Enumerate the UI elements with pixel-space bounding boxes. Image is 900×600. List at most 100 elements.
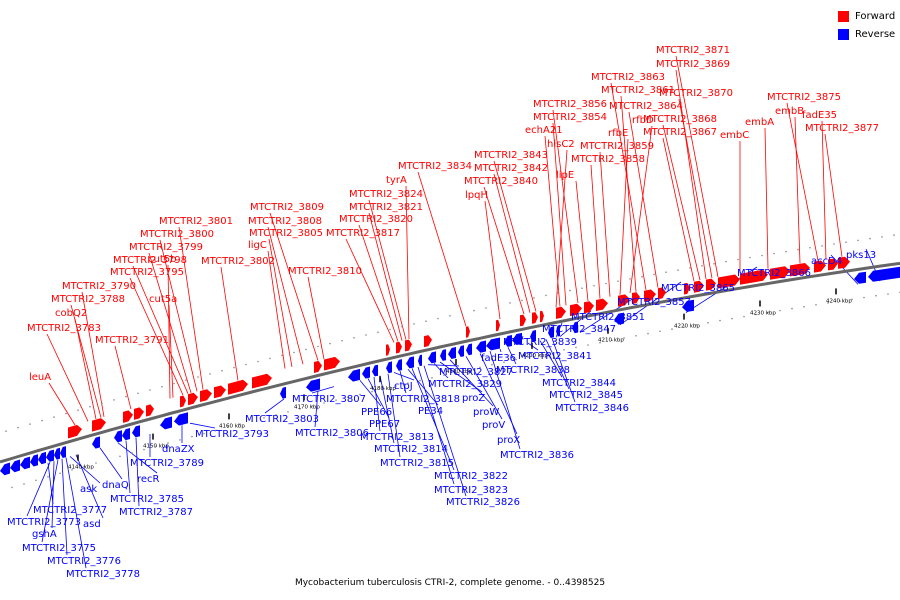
leader-line xyxy=(345,238,395,343)
tick-dot xyxy=(77,409,79,411)
tick-dot xyxy=(41,419,43,422)
tick-dot xyxy=(53,416,55,418)
tick-dot xyxy=(383,388,385,390)
gene-label-cut5b: cut5b xyxy=(148,254,176,265)
leader-line xyxy=(125,440,131,494)
gene-label-mtctri2-3826: MTCTRI2_3826 xyxy=(446,497,520,508)
gene-label-mtctri2-3871: MTCTRI2_3871 xyxy=(656,45,730,56)
leader-line xyxy=(264,398,285,414)
tick-dot xyxy=(863,296,865,299)
tick-dot xyxy=(395,385,397,387)
tick-dot xyxy=(245,363,247,366)
leader-line xyxy=(367,378,390,419)
forward-gene xyxy=(644,289,656,302)
tick-dot xyxy=(689,267,691,269)
forward-gene xyxy=(570,303,582,317)
leader-line xyxy=(544,135,561,307)
leader-line xyxy=(479,353,518,435)
tick-dot xyxy=(407,382,409,385)
tick-dot xyxy=(59,472,61,475)
tick-dot xyxy=(665,271,667,274)
leader-line xyxy=(75,454,104,519)
tick-dot xyxy=(575,346,577,349)
tick-dot xyxy=(593,285,595,287)
gene-label-proz: proZ xyxy=(462,393,485,404)
forward-gene xyxy=(790,263,810,277)
leader-line xyxy=(489,350,521,450)
gene-label-ligc: ligC xyxy=(248,240,267,251)
tick-dot xyxy=(497,304,499,307)
forward-gene xyxy=(92,418,106,432)
forward-gene xyxy=(466,326,470,338)
gene-label-mtctri2-3798: MTCTRI2_3798 xyxy=(113,255,187,266)
tick-dot xyxy=(125,395,127,398)
gene-label-mtctri2-3810: MTCTRI2_3810 xyxy=(288,266,362,277)
forward-gene xyxy=(123,410,133,423)
gene-label-mtctri2-3821: MTCTRI2_3821 xyxy=(349,202,423,213)
map-caption: Mycobacterium tuberculosis CTRI-2, compl… xyxy=(294,578,606,588)
forward-gene xyxy=(324,356,340,371)
tick-label: 4170 kbp xyxy=(294,404,320,410)
leader-line xyxy=(493,160,537,312)
leader-line xyxy=(220,266,239,381)
gene-label-fade35: fadE35 xyxy=(802,110,837,121)
gene-label-cut5a: cut5a xyxy=(149,294,177,305)
legend-forward: Forward xyxy=(838,9,895,24)
tick-dot xyxy=(821,245,823,247)
tick-dot xyxy=(785,250,787,253)
leader-line xyxy=(628,111,659,288)
leader-line xyxy=(590,164,601,299)
forward-gene xyxy=(770,266,790,280)
tick-dot xyxy=(287,411,289,413)
gene-label-prov: proV xyxy=(482,420,505,431)
reverse-gene xyxy=(30,454,38,467)
gene-label-rfbe: rfbE xyxy=(608,128,628,139)
tick-dot xyxy=(713,262,715,265)
tick-dot xyxy=(347,396,349,399)
reverse-gene xyxy=(486,337,500,351)
tick-dot xyxy=(65,412,67,415)
forward-gene xyxy=(396,341,402,354)
gene-label-mtctri2-3788: MTCTRI2_3788 xyxy=(51,294,125,305)
tick-dot xyxy=(791,307,793,310)
reverse-gene xyxy=(854,271,866,284)
gene-label-mtctri2-3827: MTCTRI2_3827 xyxy=(439,367,513,378)
tick-dot xyxy=(173,382,175,385)
tick-dot xyxy=(773,252,775,255)
tick-dot xyxy=(419,379,421,382)
leader-line xyxy=(405,185,410,340)
forward-gene xyxy=(252,373,272,389)
tick-dot xyxy=(95,462,97,464)
gene-label-mtctri2-3820: MTCTRI2_3820 xyxy=(339,214,413,225)
leader-line xyxy=(427,364,460,367)
reverse-gene xyxy=(386,361,392,374)
tick-label: 4240 kbp xyxy=(826,298,852,304)
leader-line xyxy=(267,250,286,369)
tick-dot xyxy=(257,360,259,363)
leader-line xyxy=(358,224,399,342)
tick-label: 4210 kbp xyxy=(598,338,624,344)
gene-label-ask: ask xyxy=(80,484,97,495)
gene-label-mtctri2-3791: MTCTRI2_3791 xyxy=(95,335,169,346)
gene-label-mtctri2-3806: MTCTRI2_3806 xyxy=(295,428,369,439)
reverse-gene xyxy=(10,459,20,473)
leader-line xyxy=(379,375,395,444)
tick-dot xyxy=(659,330,661,333)
tick-dot xyxy=(323,402,325,404)
leader-line xyxy=(493,173,531,313)
leader-line xyxy=(417,171,467,327)
tick-dot xyxy=(275,414,277,416)
tick-dot xyxy=(707,321,709,324)
leader-line xyxy=(417,366,455,485)
tick-dot xyxy=(641,275,643,278)
reverse-gene xyxy=(60,446,66,458)
gene-label-emba: embA xyxy=(745,117,774,128)
gene-label-fade36: fadE36 xyxy=(481,353,516,364)
tick-dot xyxy=(11,486,13,489)
leader-line xyxy=(399,370,407,394)
forward-gene xyxy=(496,319,500,332)
reverse-gene xyxy=(348,368,360,382)
leader-line xyxy=(507,347,517,365)
leader-line xyxy=(61,458,68,556)
leader-line xyxy=(70,304,102,418)
